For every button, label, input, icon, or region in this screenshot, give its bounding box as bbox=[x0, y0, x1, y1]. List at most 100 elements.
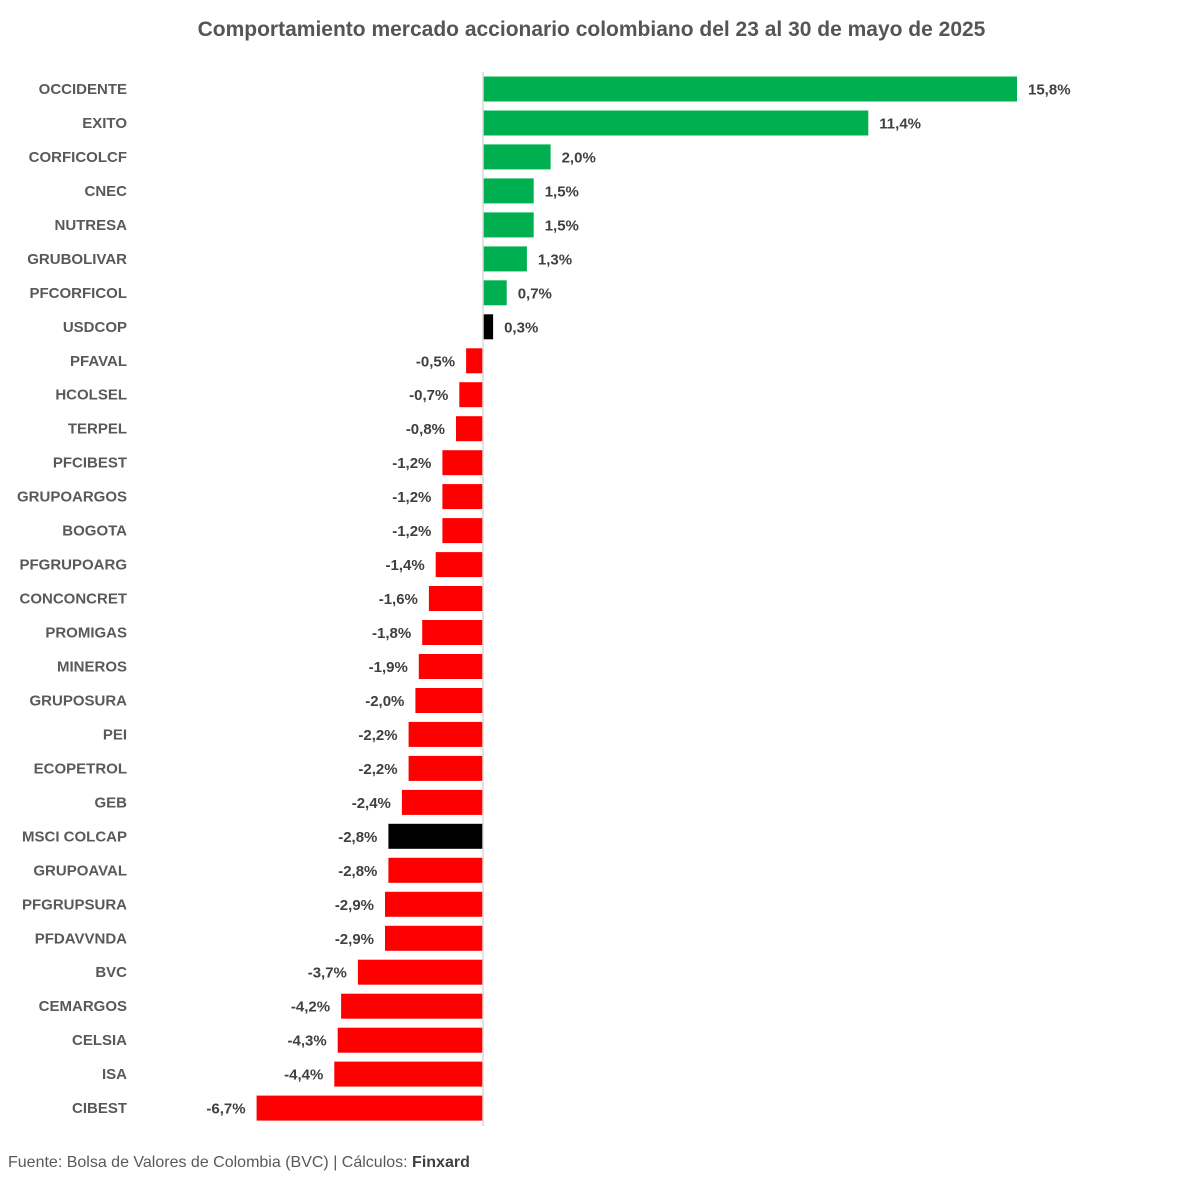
category-label-pfgrupsura: PFGRUPSURA bbox=[22, 896, 127, 913]
bar-pfcibest bbox=[442, 450, 483, 476]
value-label-mineros: -1,9% bbox=[369, 659, 408, 676]
category-label-terpel: TERPEL bbox=[68, 421, 127, 438]
bar-cnec bbox=[483, 178, 534, 204]
category-label-geb: GEB bbox=[94, 794, 127, 811]
category-label-cibest: CIBEST bbox=[72, 1100, 127, 1117]
bar-usdcop bbox=[483, 314, 494, 340]
category-label-pfaval: PFAVAL bbox=[70, 353, 127, 370]
category-label-isa: ISA bbox=[102, 1066, 127, 1083]
value-label-pfaval: -0,5% bbox=[416, 353, 455, 370]
bar-cibest bbox=[256, 1095, 483, 1121]
bar-grubolivar bbox=[483, 246, 527, 272]
value-label-pfgrupoarg: -1,4% bbox=[386, 557, 425, 574]
category-label-grubolivar: GRUBOLIVAR bbox=[27, 251, 127, 268]
category-label-bvc: BVC bbox=[95, 964, 127, 981]
bar-isa bbox=[334, 1061, 483, 1087]
value-label-usdcop: 0,3% bbox=[504, 319, 538, 336]
value-label-pei: -2,2% bbox=[358, 727, 397, 744]
value-label-grubolivar: 1,3% bbox=[538, 251, 572, 268]
bar-cemargos bbox=[341, 993, 483, 1019]
bar-ecopetrol bbox=[408, 755, 483, 781]
value-labels: 15,8% 11,4% 2,0% 1,5% 1,5% 1,3% 0,7% 0,3% -0,5% -… bbox=[206, 82, 1070, 1118]
category-label-gruposura: GRUPOSURA bbox=[29, 693, 127, 710]
category-label-nutresa: NUTRESA bbox=[54, 217, 127, 234]
category-label-celsia: CELSIA bbox=[72, 1032, 127, 1049]
category-label-pfgrupoarg: PFGRUPOARG bbox=[19, 557, 127, 574]
value-label-bogota: -1,2% bbox=[392, 523, 431, 540]
source-prefix: Fuente: Bolsa de Valores de Colombia (BV… bbox=[8, 1154, 413, 1171]
category-label-bogota: BOGOTA bbox=[62, 523, 127, 540]
bar-conconcret bbox=[428, 586, 483, 611]
category-label-pfdavvnda: PFDAVVNDA bbox=[35, 930, 127, 947]
value-label-hcolsel: -0,7% bbox=[409, 387, 448, 404]
category-label-conconcret: CONCONCRET bbox=[20, 591, 128, 608]
bar-pfgrupoarg bbox=[435, 552, 483, 578]
category-label-hcolsel: HCOLSEL bbox=[55, 387, 127, 404]
category-label-ecopetrol: ECOPETROL bbox=[34, 760, 127, 777]
category-label-usdcop: USDCOP bbox=[63, 319, 127, 336]
value-label-cemargos: -4,2% bbox=[291, 999, 330, 1016]
bar-celsia bbox=[337, 1027, 483, 1053]
bar-mineros bbox=[418, 654, 483, 679]
value-label-isa: -4,4% bbox=[284, 1067, 323, 1084]
value-label-grupoargos: -1,2% bbox=[392, 489, 431, 506]
bar-pfcorficol bbox=[483, 280, 507, 306]
bar-exito bbox=[483, 110, 869, 136]
bars-layer bbox=[256, 76, 1017, 1121]
value-label-cibest: -6,7% bbox=[206, 1101, 245, 1118]
value-label-corficolcf: 2,0% bbox=[562, 149, 596, 166]
value-label-terpel: -0,8% bbox=[406, 421, 445, 438]
category-label-pei: PEI bbox=[103, 726, 127, 743]
value-label-occidente: 15,8% bbox=[1028, 82, 1071, 99]
value-label-gruposura: -2,0% bbox=[365, 693, 404, 710]
value-label-geb: -2,4% bbox=[352, 795, 391, 812]
value-label-cnec: 1,5% bbox=[545, 183, 579, 200]
category-label-pfcorficol: PFCORFICOL bbox=[30, 285, 128, 302]
source-brand: Finxard bbox=[412, 1154, 470, 1171]
bar-msci-colcap bbox=[388, 823, 483, 849]
bar-pfaval bbox=[466, 348, 483, 374]
value-label-conconcret: -1,6% bbox=[379, 591, 418, 608]
category-label-cemargos: CEMARGOS bbox=[39, 998, 127, 1015]
category-label-promigas: PROMIGAS bbox=[45, 625, 127, 642]
category-labels: OCCIDENTE EXITO CORFICOLCF CNEC NUTRESA GRUBO… bbox=[17, 81, 127, 1117]
value-label-ecopetrol: -2,2% bbox=[358, 761, 397, 778]
bar-bvc bbox=[357, 959, 483, 985]
value-label-exito: 11,4% bbox=[879, 116, 921, 133]
category-label-msci-colcap: MSCI COLCAP bbox=[22, 828, 127, 845]
category-label-occidente: OCCIDENTE bbox=[39, 81, 127, 98]
source-note: Fuente: Bolsa de Valores de Colombia (BV… bbox=[8, 1154, 470, 1172]
bar-bogota bbox=[442, 518, 483, 544]
category-label-mineros: MINEROS bbox=[57, 659, 127, 676]
value-label-pfgrupsura: -2,9% bbox=[335, 897, 374, 914]
bar-terpel bbox=[456, 416, 483, 442]
value-label-bvc: -3,7% bbox=[308, 965, 347, 982]
bar-occidente bbox=[483, 76, 1017, 102]
bar-pei bbox=[408, 721, 483, 747]
chart-title: Comportamiento mercado accionario colomb… bbox=[197, 18, 986, 41]
bar-pfdavvnda bbox=[385, 925, 483, 951]
value-label-msci-colcap: -2,8% bbox=[338, 829, 377, 846]
category-label-exito: EXITO bbox=[82, 115, 127, 132]
bar-gruposura bbox=[415, 688, 483, 713]
bar-grupoaval bbox=[388, 857, 483, 883]
bar-nutresa bbox=[483, 212, 534, 238]
category-label-corficolcf: CORFICOLCF bbox=[29, 149, 127, 166]
value-label-pfcorficol: 0,7% bbox=[518, 285, 552, 302]
bar-geb bbox=[401, 789, 483, 815]
value-label-nutresa: 1,5% bbox=[545, 217, 579, 234]
value-label-promigas: -1,8% bbox=[372, 625, 411, 642]
bar-grupoargos bbox=[442, 484, 483, 510]
value-label-pfdavvnda: -2,9% bbox=[335, 931, 374, 948]
value-label-celsia: -4,3% bbox=[288, 1033, 327, 1050]
value-label-pfcibest: -1,2% bbox=[392, 455, 431, 472]
category-label-pfcibest: PFCIBEST bbox=[53, 455, 127, 472]
category-label-grupoaval: GRUPOAVAL bbox=[33, 862, 127, 879]
category-label-grupoargos: GRUPOARGOS bbox=[17, 489, 127, 506]
bar-hcolsel bbox=[459, 382, 483, 408]
value-label-grupoaval: -2,8% bbox=[338, 863, 377, 880]
bar-pfgrupsura bbox=[385, 891, 483, 917]
bar-promigas bbox=[422, 620, 483, 645]
bar-corficolcf bbox=[483, 144, 551, 170]
